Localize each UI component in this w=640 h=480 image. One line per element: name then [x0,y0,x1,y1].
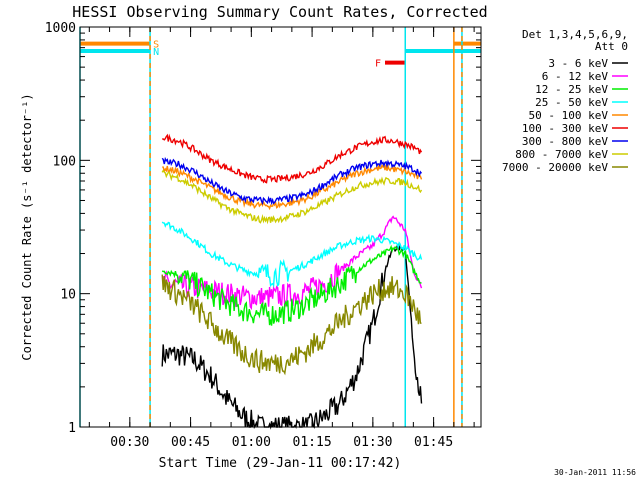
x-tick-label: 01:00 [232,435,271,450]
flag-bars: SN F [80,40,481,70]
axis-ticks: 1 10 100 1000 00:30 00:45 01:00 01:15 01:30 01:45 [45,21,481,450]
y-tick-label: 100 [53,154,76,169]
x-axis-label: Start Time (29-Jan-11 00:17:42) [159,456,402,471]
vertical-markers [79,27,463,427]
series-line-3 [161,221,423,288]
series-line-5 [162,133,423,184]
series-line-4 [162,163,423,211]
flag-label-n: N [153,47,159,58]
y-tick-label: 10 [60,288,76,303]
y-tick-label: 1 [68,421,76,436]
chart-title: HESSI Observing Summary Count Rates, Cor… [72,3,487,21]
x-tick-label: 01:30 [353,435,392,450]
y-axis-label: Corrected Count Rate (s⁻¹ detector⁻¹) [20,93,34,360]
flag-label-f: F [375,59,381,70]
legend-item-label: 6 - 12 keV [542,70,609,83]
series-line-7 [161,169,423,225]
series-line-6 [161,156,423,206]
flag-label-s: S [153,40,159,51]
series-line-8 [161,274,422,376]
legend-item-label: 12 - 25 keV [535,83,608,96]
plot-frame [79,26,482,428]
legend-item-label: 25 - 50 keV [535,96,608,109]
legend-header-line-2: Att 0 [595,40,628,53]
series-line-2 [161,244,422,326]
legend-header-line-1: Det 1,3,4,5,6,9, [522,28,628,41]
legend-item-label: 3 - 6 keV [548,57,608,70]
y-tick-label: 1000 [45,21,76,36]
legend-item-label: 100 - 300 keV [522,122,608,135]
x-tick-label: 01:45 [414,435,453,450]
legend-item-label: 800 - 7000 keV [515,148,608,161]
x-tick-label: 00:30 [110,435,149,450]
legend-item-label: 50 - 100 keV [529,109,609,122]
legend-item-label: 7000 - 20000 keV [502,161,608,174]
x-tick-label: 00:45 [171,435,210,450]
x-tick-label: 01:15 [293,435,332,450]
series-lines [161,133,423,430]
date-stamp: 30-Jan-2011 11:56 [554,468,636,477]
series-line-0 [161,242,423,430]
legend-item-label: 300 - 800 keV [522,135,608,148]
